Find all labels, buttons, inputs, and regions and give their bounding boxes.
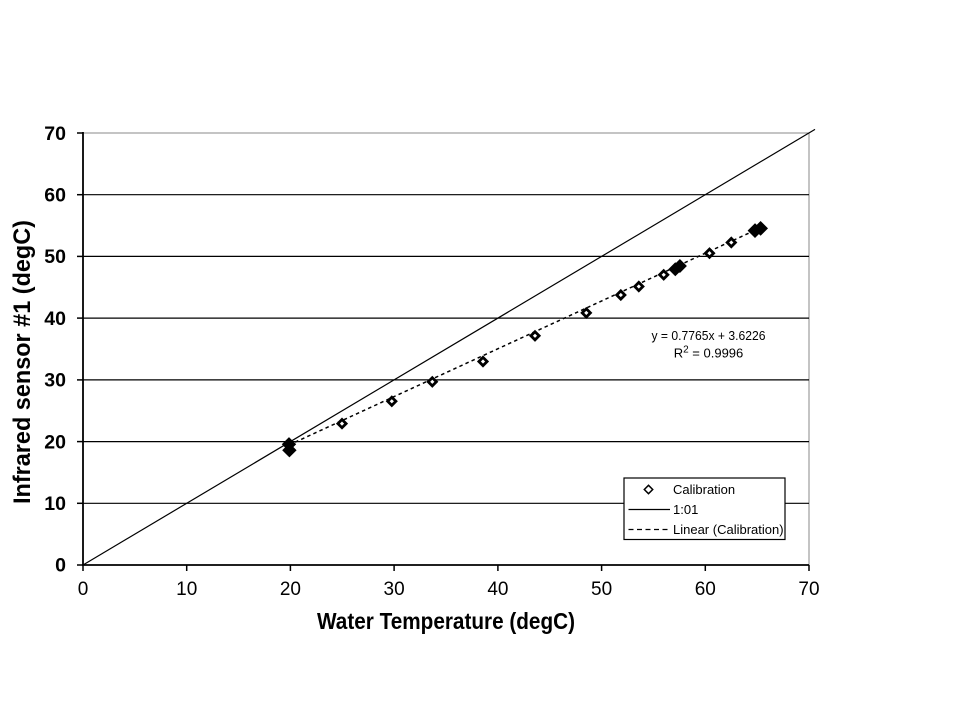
svg-text:70: 70 [44,123,66,145]
svg-text:Infrared sensor #1 (degC): Infrared sensor #1 (degC) [10,220,36,504]
svg-text:Calibration: Calibration [673,482,735,497]
svg-text:Water Temperature (degC): Water Temperature (degC) [317,608,575,634]
svg-text:20: 20 [280,579,301,600]
svg-text:0: 0 [55,555,66,577]
svg-text:40: 40 [44,308,66,330]
svg-text:60: 60 [44,185,66,207]
svg-text:70: 70 [798,579,819,600]
svg-text:10: 10 [44,493,66,515]
svg-text:40: 40 [487,579,508,600]
svg-text:0: 0 [78,579,89,600]
svg-text:50: 50 [591,579,612,600]
svg-text:50: 50 [44,246,66,268]
svg-text:10: 10 [176,579,197,600]
svg-text:30: 30 [384,579,405,600]
svg-text:y = 0.7765x + 3.6226: y = 0.7765x + 3.6226 [652,328,766,343]
svg-text:20: 20 [44,431,66,453]
svg-text:60: 60 [695,579,716,600]
svg-text:R2 = 0.9996: R2 = 0.9996 [674,345,744,361]
svg-text:Linear (Calibration): Linear (Calibration) [673,522,784,537]
svg-text:30: 30 [44,370,66,392]
svg-text:1:01: 1:01 [673,502,698,517]
